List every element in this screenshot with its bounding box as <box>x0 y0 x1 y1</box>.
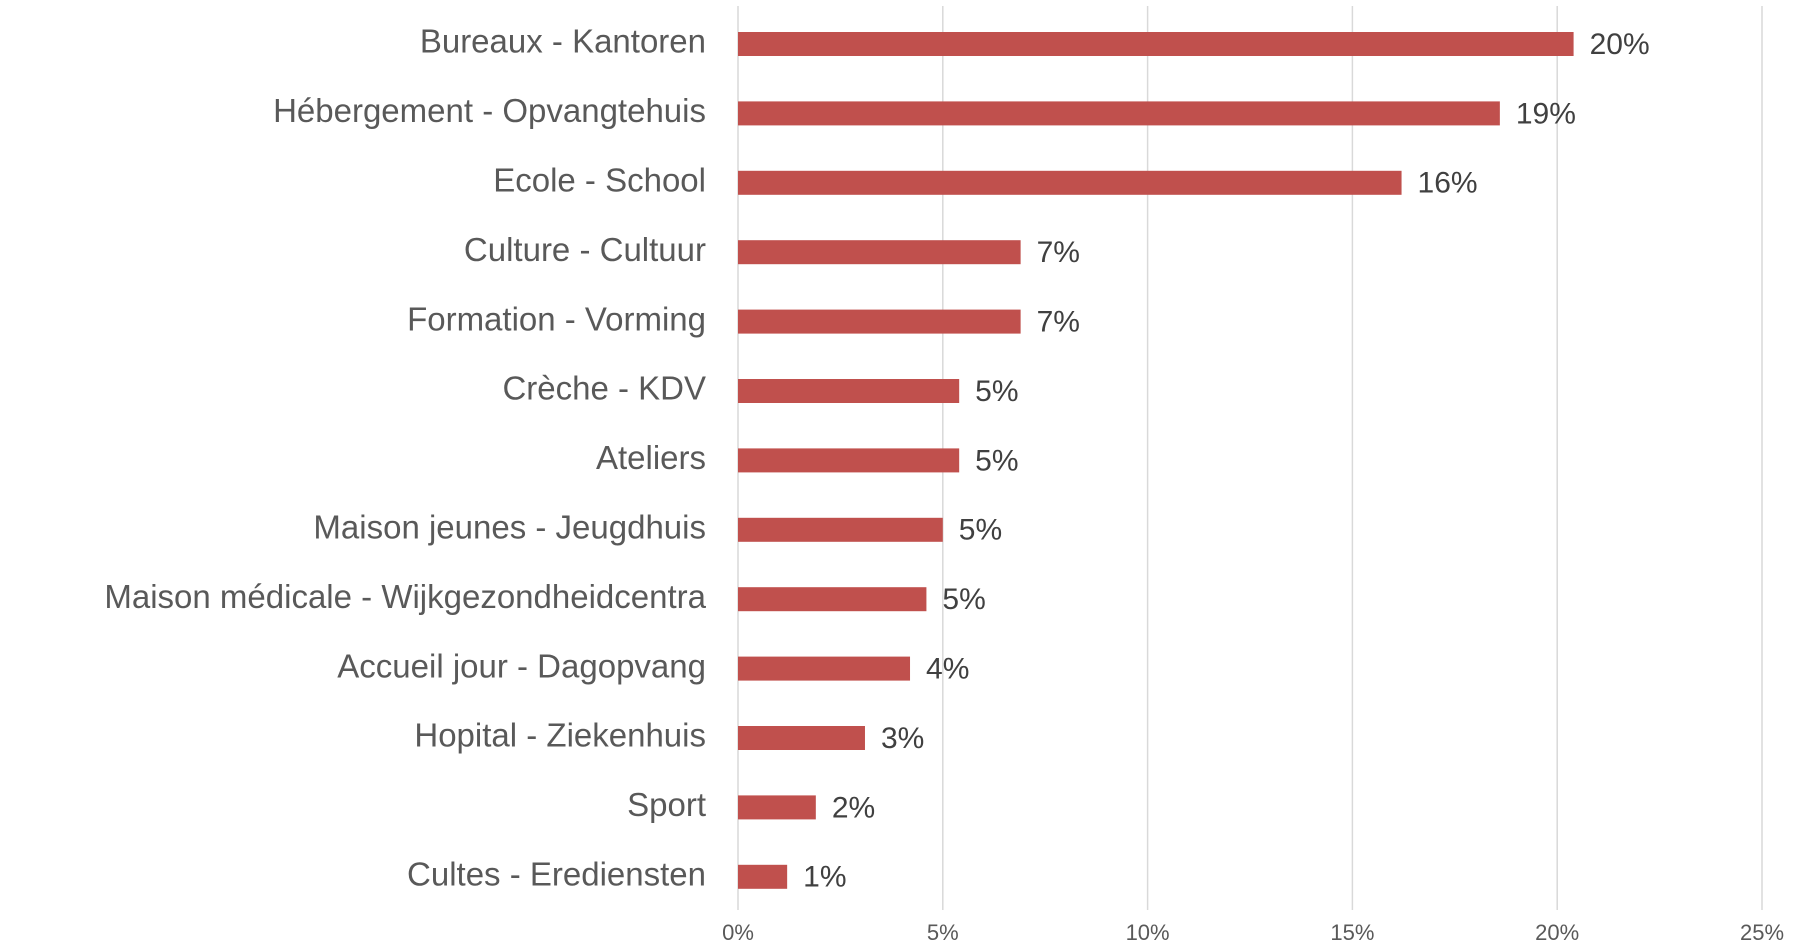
bar <box>738 379 960 403</box>
bar <box>738 587 927 612</box>
category-label: Ateliers <box>596 439 706 476</box>
value-label: 5% <box>959 514 1002 547</box>
bar <box>738 32 1574 56</box>
bar <box>738 726 865 750</box>
category-label: Hébergement - Opvangtehuis <box>273 92 706 129</box>
value-label: 1% <box>803 861 846 894</box>
value-label: 19% <box>1516 97 1576 130</box>
category-label: Culture - Cultuur <box>464 231 706 268</box>
value-label: 3% <box>881 722 924 755</box>
category-label: Crèche - KDV <box>502 370 706 407</box>
x-tick-label: 20% <box>1535 920 1579 945</box>
bar <box>738 448 960 473</box>
bar <box>738 101 1500 126</box>
category-label: Ecole - School <box>493 162 706 199</box>
category-label: Maison jeunes - Jeugdhuis <box>313 509 706 546</box>
value-label: 5% <box>975 375 1018 408</box>
category-label: Cultes - Erediensten <box>407 856 706 893</box>
category-label: Bureaux - Kantoren <box>420 23 706 60</box>
bar <box>738 170 1402 195</box>
value-label: 7% <box>1037 236 1080 269</box>
value-label: 2% <box>832 791 875 824</box>
value-label: 5% <box>975 444 1018 477</box>
x-tick-label: 0% <box>722 920 754 945</box>
bar <box>738 795 816 820</box>
value-label: 4% <box>926 653 969 686</box>
value-label: 5% <box>942 583 985 616</box>
category-label: Sport <box>627 786 706 823</box>
value-label: 16% <box>1418 167 1478 200</box>
value-label: 20% <box>1590 28 1650 61</box>
x-tick-label: 15% <box>1330 920 1374 945</box>
x-tick-label: 25% <box>1740 920 1784 945</box>
value-label: 7% <box>1037 306 1080 339</box>
bar <box>738 309 1021 334</box>
bar <box>738 864 788 889</box>
bar <box>738 240 1021 265</box>
category-label: Accueil jour - Dagopvang <box>337 647 706 684</box>
bar <box>738 517 943 542</box>
category-label: Hopital - Ziekenhuis <box>414 717 706 754</box>
bar <box>738 656 911 681</box>
category-label: Maison médicale - Wijkgezondheidcentra <box>104 578 706 615</box>
category-label: Formation - Vorming <box>407 300 706 337</box>
x-tick-label: 5% <box>927 920 959 945</box>
x-tick-label: 10% <box>1126 920 1170 945</box>
